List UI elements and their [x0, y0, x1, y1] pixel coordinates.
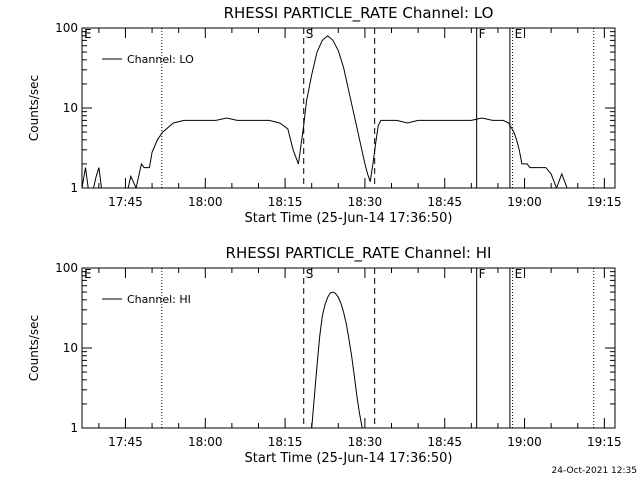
y-axis-label: Counts/sec — [27, 315, 41, 381]
x-tick-label: 18:00 — [188, 195, 223, 209]
series-line — [311, 291, 363, 428]
x-tick-label: 19:15 — [587, 435, 622, 449]
x-tick-label: 18:15 — [268, 195, 303, 209]
y-tick-label: 10 — [63, 101, 78, 115]
x-tick-label: 17:45 — [108, 435, 143, 449]
x-tick-label: 18:30 — [348, 195, 383, 209]
chart-title: RHESSI PARTICLE_RATE Channel: HI — [226, 244, 492, 263]
event-marker-label: E — [515, 267, 523, 281]
legend-label: Channel: HI — [127, 293, 191, 306]
chart-title: RHESSI PARTICLE_RATE Channel: LO — [224, 4, 494, 23]
x-tick-label: 19:00 — [507, 195, 542, 209]
x-tick-label: 18:30 — [348, 435, 383, 449]
chart-panel-lo: RHESSI PARTICLE_RATE Channel: LO 17:45 18:… — [27, 4, 622, 226]
y-tick-label: 1 — [70, 181, 78, 195]
x-tick-label: 18:45 — [427, 435, 462, 449]
x-tick-label: 18:15 — [268, 435, 303, 449]
event-marker-label: E — [84, 267, 92, 281]
x-axis-label: Start Time (25-Jun-14 17:36:50) — [245, 451, 453, 466]
y-tick-label: 100 — [55, 21, 78, 35]
legend: Channel: LO — [102, 53, 194, 66]
series-line — [82, 35, 589, 188]
event-marker-label: F — [479, 267, 486, 281]
y-tick-label: 1 — [70, 421, 78, 435]
event-marker-label: F — [479, 27, 486, 41]
event-marker-label: S — [306, 267, 314, 281]
y-tick-label: 100 — [55, 261, 78, 275]
event-marker-label: E — [515, 27, 523, 41]
y-axis-label: Counts/sec — [27, 75, 41, 141]
x-tick-label: 19:15 — [587, 195, 622, 209]
y-tick-label: 10 — [63, 341, 78, 355]
event-marker-label: E — [84, 27, 92, 41]
x-axis-label: Start Time (25-Jun-14 17:36:50) — [245, 211, 453, 226]
x-tick-label: 18:45 — [427, 195, 462, 209]
x-tick-label: 18:00 — [188, 435, 223, 449]
x-tick-label: 17:45 — [108, 195, 143, 209]
legend: Channel: HI — [102, 293, 191, 306]
x-tick-label: 19:00 — [507, 435, 542, 449]
event-marker-label: S — [306, 27, 314, 41]
timestamp: 24-Oct-2021 12:35 — [551, 466, 637, 476]
legend-label: Channel: LO — [127, 53, 194, 66]
chart-panel-hi: RHESSI PARTICLE_RATE Channel: HI 17:45 18:… — [27, 244, 622, 466]
